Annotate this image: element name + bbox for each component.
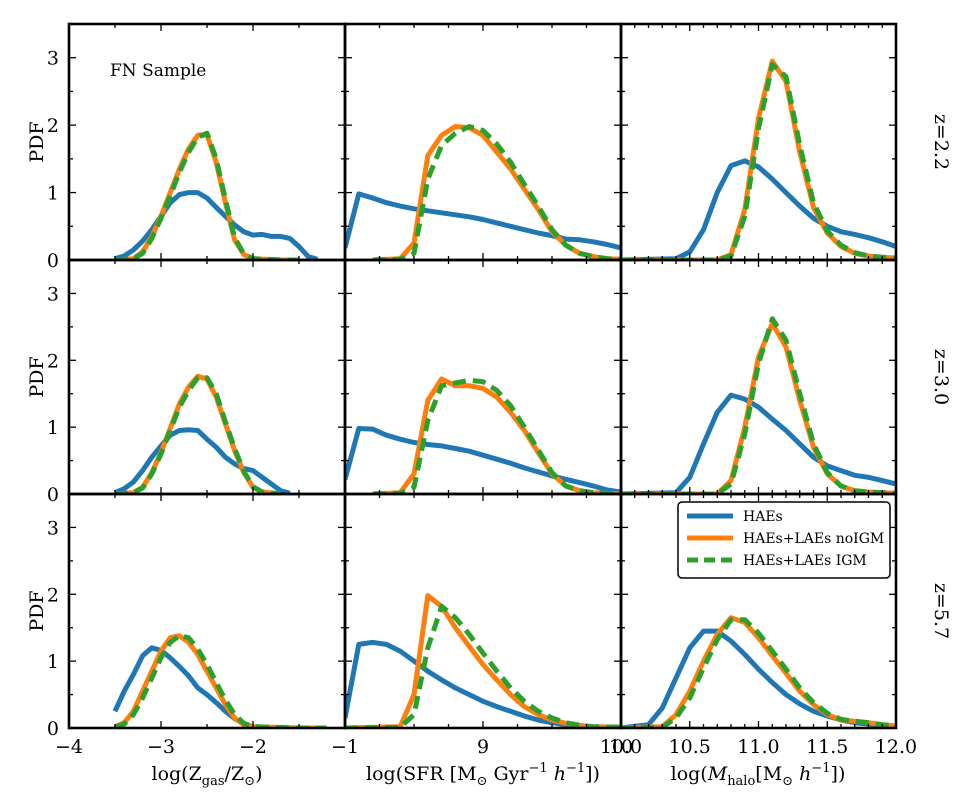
series-igm-line [372, 124, 621, 260]
series-haes-line [621, 158, 896, 260]
x-tick-label: −2 [239, 736, 267, 758]
panel-r2-c0 [67, 492, 347, 730]
x-tick-label: −3 [147, 736, 175, 758]
y-axis-label: PDF [26, 590, 48, 631]
panel-r1-c1 [343, 258, 623, 496]
panel-frame [343, 492, 623, 730]
x-tick-label: 11.5 [806, 736, 848, 758]
curves [345, 593, 621, 728]
curves [345, 124, 621, 260]
series-igm-line [621, 316, 896, 494]
series-noigm-line [621, 615, 896, 728]
y-axis-label: PDF [26, 121, 48, 162]
series-noigm-line [621, 58, 896, 260]
panel-r2-c1 [343, 492, 623, 730]
series-igm-line [114, 375, 281, 494]
labels-layer: FN Sample 0 1 2 3 PDF z=2.2 0 1 2 3 PDF z=3.0 0 1 2 3 PD… [26, 48, 952, 789]
series-igm-line [114, 130, 299, 260]
curves [621, 58, 896, 260]
x-tick-label: −1 [331, 736, 359, 758]
curves [621, 615, 896, 728]
row-label-1: z=3.0 [930, 349, 952, 405]
panel-r2-c2 [619, 492, 898, 730]
x-tick-label: 11.0 [737, 736, 779, 758]
x-tick-label: 10.5 [669, 736, 711, 758]
y-tick-label: 1 [47, 417, 59, 439]
series-haes-line [345, 191, 621, 251]
y-tick-label: 0 [47, 250, 59, 272]
panel-r0-c1 [343, 22, 623, 262]
y-tick-label: 1 [47, 651, 59, 673]
y-tick-label: 1 [47, 183, 59, 205]
panel-r0-c2 [619, 22, 898, 262]
legend-label-haes: HAEs [743, 509, 783, 525]
sample-annotation: FN Sample [110, 61, 206, 81]
series-haes-line [114, 190, 319, 260]
panel-r0-c0 [67, 22, 347, 262]
series-igm-line [345, 603, 621, 728]
panel-frame [343, 22, 623, 262]
legend-label-noigm: HAEs+LAEs noIGM [743, 531, 884, 547]
curves [345, 376, 621, 494]
panel-r1-c0 [67, 258, 347, 496]
panel-frame [619, 258, 898, 496]
legend-label-igm: HAEs+LAEs IGM [743, 553, 867, 569]
panel-frame [619, 492, 898, 730]
y-axis-label: PDF [26, 356, 48, 397]
series-haes-line [114, 427, 291, 494]
series-noigm-line [345, 593, 621, 728]
row-label-2: z=5.7 [930, 583, 952, 639]
y-tick-label: 0 [47, 484, 59, 506]
x-tick-label: 9 [477, 736, 489, 758]
series-igm-line [621, 617, 896, 728]
curves [621, 316, 896, 494]
y-tick-label: 0 [47, 718, 59, 740]
x-tick-label: 10.0 [600, 736, 642, 758]
y-tick-label: 2 [47, 115, 59, 137]
x-tick-label: −4 [55, 736, 83, 758]
panels-layer [67, 22, 898, 730]
series-noigm-line [372, 376, 621, 494]
panel-frame [343, 258, 623, 496]
y-tick-label: 2 [47, 584, 59, 606]
panel-r1-c2 [619, 258, 898, 496]
series-haes-line [621, 628, 896, 728]
x-axis-label-halo-mass: log(Mhalo[M⊙ h−1]) [671, 761, 846, 789]
x-tick-label: 12.0 [875, 736, 917, 758]
series-haes-line [112, 645, 263, 728]
x-axis-label-sfr: log(SFR [M⊙ Gyr−1 h−1]) [366, 761, 600, 789]
series-igm-line [114, 633, 327, 728]
curves [114, 373, 291, 494]
y-tick-label: 3 [47, 517, 59, 539]
curves [112, 633, 327, 728]
legend: HAEs HAEs+LAEs noIGM HAEs+LAEs IGM [677, 501, 891, 579]
series-igm-line [621, 62, 896, 260]
x-axis-label-metallicity: log(Zgas/Z⊙) [152, 763, 263, 789]
y-tick-label: 3 [47, 283, 59, 305]
series-igm-line [372, 377, 621, 494]
y-tick-label: 3 [47, 48, 59, 70]
series-haes-line [621, 392, 896, 494]
row-label-0: z=2.2 [930, 114, 952, 170]
curves [114, 130, 319, 260]
series-haes-line [345, 426, 621, 494]
x-tick-label: 10 [609, 736, 633, 758]
y-tick-label: 2 [47, 350, 59, 372]
